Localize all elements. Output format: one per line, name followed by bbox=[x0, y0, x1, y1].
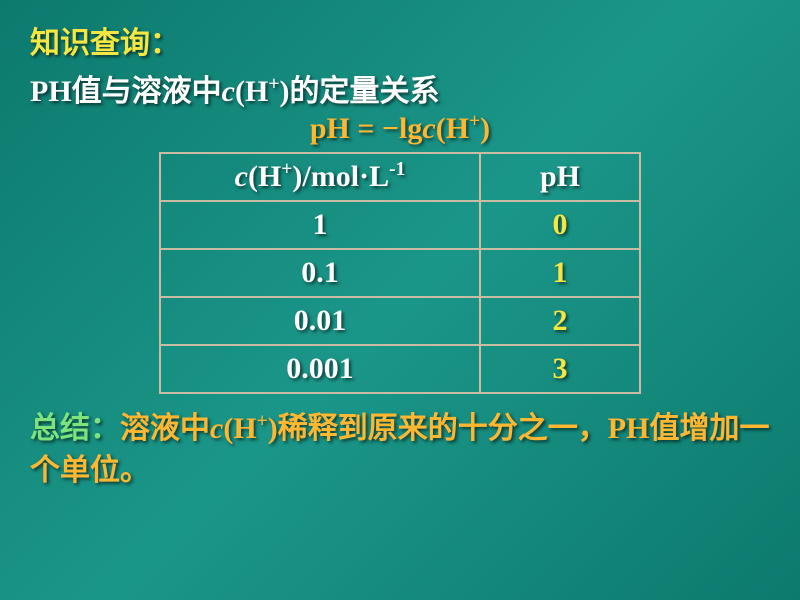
formula-minus: − bbox=[382, 112, 399, 145]
ph-table: c(H+)/mol·L-1 pH 1 0 0.1 1 0.01 2 0.001 … bbox=[159, 152, 641, 394]
formula-p4: ) bbox=[480, 112, 490, 145]
formula-plus: + bbox=[469, 111, 480, 132]
summary-plus: + bbox=[257, 411, 268, 432]
summary-c: c bbox=[210, 412, 223, 445]
table-row: 0.01 2 bbox=[160, 297, 640, 345]
cell-conc-2: 0.01 bbox=[160, 297, 480, 345]
summary-p2: (H bbox=[223, 412, 256, 445]
formula-c: c bbox=[422, 112, 435, 145]
table-header-row: c(H+)/mol·L-1 pH bbox=[160, 153, 640, 201]
summary-label: 总结： bbox=[30, 412, 120, 445]
formula-p1: pH = bbox=[310, 112, 382, 145]
subtitle-plus: + bbox=[268, 74, 279, 95]
section-title: 知识查询： bbox=[30, 18, 770, 62]
formula-p3: (H bbox=[436, 112, 469, 145]
formula-p2: lg bbox=[399, 112, 422, 145]
cell-conc-3: 0.001 bbox=[160, 345, 480, 393]
subtitle-text-3: )的定量关系 bbox=[279, 75, 439, 108]
table-row: 0.1 1 bbox=[160, 249, 640, 297]
subtitle-text-2: (H bbox=[235, 75, 268, 108]
summary-t2: 溶液中 bbox=[120, 412, 210, 445]
cell-ph-0: 0 bbox=[480, 201, 640, 249]
subtitle: PH值与溶液中c(H+)的定量关系 bbox=[30, 66, 770, 110]
cell-ph-1: 1 bbox=[480, 249, 640, 297]
slide: 知识查询： PH值与溶液中c(H+)的定量关系 pH = −lgc(H+) c(… bbox=[0, 0, 800, 600]
cell-conc-1: 0.1 bbox=[160, 249, 480, 297]
hdr-neg1: -1 bbox=[389, 159, 405, 180]
header-ph: pH bbox=[480, 153, 640, 201]
hdr-c: c bbox=[235, 160, 248, 193]
subtitle-c: c bbox=[222, 75, 235, 108]
subtitle-text-1: PH值与溶液中 bbox=[30, 75, 222, 108]
table-row: 1 0 bbox=[160, 201, 640, 249]
cell-conc-0: 1 bbox=[160, 201, 480, 249]
hdr-p1: (H bbox=[248, 160, 281, 193]
table-row: 0.001 3 bbox=[160, 345, 640, 393]
formula: pH = −lgc(H+) bbox=[30, 112, 770, 146]
header-concentration: c(H+)/mol·L-1 bbox=[160, 153, 480, 201]
summary: 总结：溶液中c(H+)稀释到原来的十分之一，PH值增加一个单位。 bbox=[30, 408, 770, 492]
cell-ph-2: 2 bbox=[480, 297, 640, 345]
hdr-p2: )/mol·L bbox=[292, 160, 389, 193]
cell-ph-3: 3 bbox=[480, 345, 640, 393]
hdr-plus: + bbox=[281, 159, 292, 180]
summary-p3: ) bbox=[268, 412, 278, 445]
